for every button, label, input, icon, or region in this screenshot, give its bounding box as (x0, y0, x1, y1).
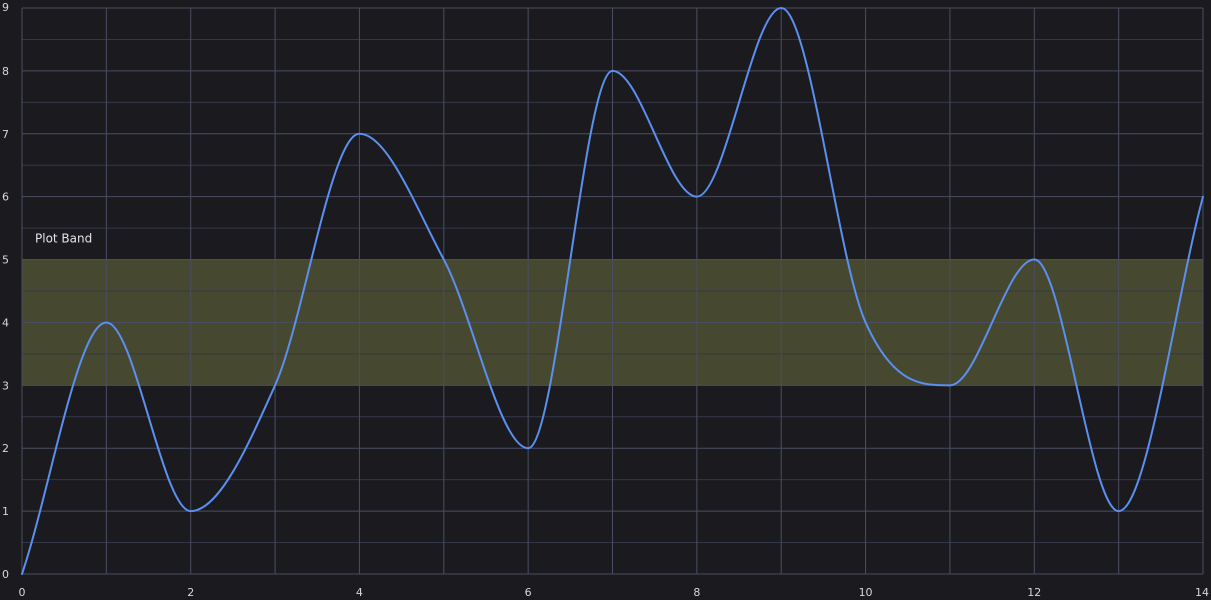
y-tick-label: 2 (2, 442, 9, 455)
x-tick-label: 6 (525, 586, 532, 599)
data-point[interactable] (693, 193, 701, 201)
data-point[interactable] (862, 318, 870, 326)
data-point[interactable] (18, 570, 26, 578)
x-tick-label: 0 (19, 586, 26, 599)
x-tick-label: 2 (187, 586, 194, 599)
y-tick-label: 8 (2, 65, 9, 78)
y-tick-label: 6 (2, 191, 9, 204)
y-tick-label: 4 (2, 316, 9, 329)
series-layer (18, 4, 1207, 578)
data-point[interactable] (524, 444, 532, 452)
data-point[interactable] (946, 381, 954, 389)
x-tick-label: 8 (693, 586, 700, 599)
data-point[interactable] (440, 256, 448, 264)
series-line (21, 7, 1204, 575)
data-point[interactable] (609, 67, 617, 75)
y-tick-label: 9 (2, 1, 9, 14)
x-tick-label: 14 (1195, 586, 1209, 599)
data-point[interactable] (187, 507, 195, 515)
plot-band-label: Plot Band (35, 232, 92, 246)
data-point[interactable] (355, 130, 363, 138)
y-tick-label: 7 (2, 128, 9, 141)
data-point[interactable] (777, 4, 785, 12)
data-point[interactable] (1199, 193, 1207, 201)
y-tick-label: 1 (2, 505, 9, 518)
data-point[interactable] (1115, 507, 1123, 515)
x-tick-label: 10 (859, 586, 873, 599)
data-point[interactable] (271, 381, 279, 389)
grid-layer (21, 7, 1204, 575)
y-tick-label: 5 (2, 254, 9, 267)
x-tick-label: 4 (356, 586, 363, 599)
data-point[interactable] (1030, 256, 1038, 264)
y-tick-label: 0 (2, 568, 9, 581)
x-tick-label: 12 (1027, 586, 1041, 599)
data-point[interactable] (102, 318, 110, 326)
y-tick-label: 3 (2, 379, 9, 392)
